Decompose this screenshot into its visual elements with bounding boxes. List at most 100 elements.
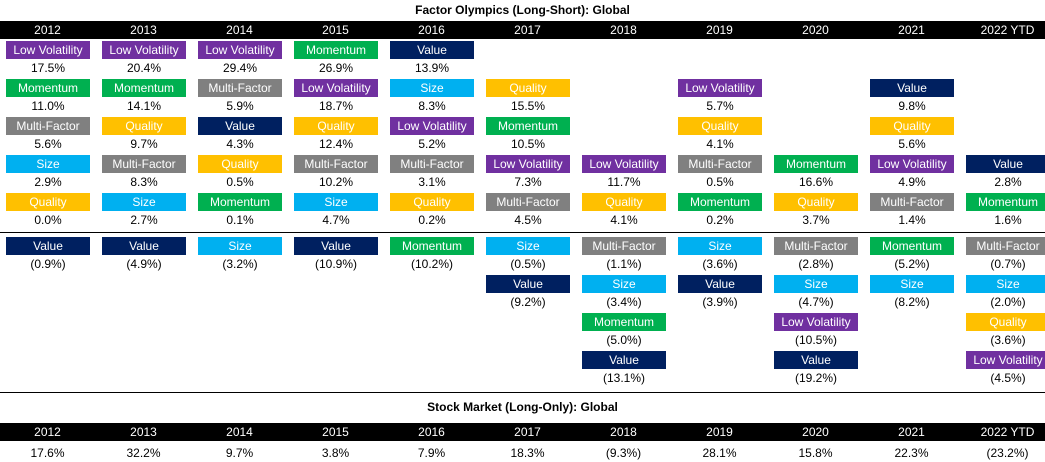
factor-label-size: Size [102,193,186,211]
market-return-2021: 22.3% [894,446,929,460]
factor-label-multi-factor: Multi-Factor [198,79,282,97]
factor-return-value: (0.7%) [990,257,1026,271]
factor-label-size: Size [390,79,474,97]
factor-return-value: (3.4%) [606,295,642,309]
factor-return-value: 4.1% [706,137,734,151]
factor-return-value: 0.5% [706,175,734,189]
factor-return-value: 0.5% [226,175,254,189]
factor-label-quality: Quality [774,193,858,211]
factor-return-value: 5.6% [34,137,62,151]
factor-return-value: 11.7% [607,175,641,189]
factor-return-value: 14.1% [126,99,162,113]
factor-label-multi-factor: Multi-Factor [582,237,666,255]
factor-label-momentum: Momentum [102,79,186,97]
factor-return-value: 4.5% [514,213,542,227]
factor-label-value: Value [390,41,474,59]
factor-label-low-volatility: Low Volatility [102,41,186,59]
year-header-2022-ytd: 2022 YTD [980,23,1035,37]
factor-return-value: (10.2%) [410,257,454,271]
market-return-2015: 3.8% [321,446,350,460]
factor-return-value: 26.9% [318,61,354,75]
market-year-header-2017: 2017 [514,425,541,439]
factor-return-value: (3.6%) [990,333,1026,347]
factor-label-quality: Quality [678,117,762,135]
factor-return-value: 16.6% [798,175,834,189]
factor-return-value: (3.2%) [222,257,258,271]
year-header-2016: 2016 [418,23,445,37]
factor-label-value: Value [294,237,378,255]
year-header-2019: 2019 [706,23,733,37]
factor-return-value: 5.6% [898,137,926,151]
factor-label-low-volatility: Low Volatility [198,41,282,59]
factor-label-momentum: Momentum [774,155,858,173]
factor-label-low-volatility: Low Volatility [486,155,570,173]
factor-label-value: Value [966,155,1045,173]
factor-return-value: 10.2% [318,175,354,189]
market-year-header-2016: 2016 [418,425,445,439]
factor-label-value: Value [582,351,666,369]
zero-line-divider [0,232,1045,233]
factor-label-size: Size [678,237,762,255]
factor-label-low-volatility: Low Volatility [774,313,858,331]
factor-return-value: (3.6%) [702,257,738,271]
market-return-2020: 15.8% [798,446,833,460]
factor-label-momentum: Momentum [582,313,666,331]
factor-label-value: Value [6,237,90,255]
factor-return-value: (4.7%) [798,295,834,309]
factor-label-momentum: Momentum [390,237,474,255]
year-header-2017: 2017 [514,23,541,37]
factor-return-value: 0.2% [418,213,446,227]
factor-label-size: Size [870,275,954,293]
factor-return-value: (2.8%) [798,257,834,271]
market-return-2019: 28.1% [702,446,737,460]
market-return-2013: 32.2% [126,446,161,460]
factor-label-low-volatility: Low Volatility [870,155,954,173]
factor-return-value: 2.7% [130,213,158,227]
factor-return-value: 3.1% [418,175,446,189]
factor-return-value: (0.5%) [510,257,546,271]
factor-return-value: 1.6% [994,213,1022,227]
factor-return-value: 0.0% [34,213,62,227]
factor-label-multi-factor: Multi-Factor [678,155,762,173]
factor-return-value: (10.5%) [794,333,838,347]
factor-label-momentum: Momentum [294,41,378,59]
factor-return-value: 3.7% [802,213,830,227]
factor-label-size: Size [486,237,570,255]
factor-return-value: 11.0% [31,99,65,113]
factor-label-multi-factor: Multi-Factor [486,193,570,211]
factor-label-size: Size [294,193,378,211]
market-year-header-2012: 2012 [34,425,61,439]
factor-label-low-volatility: Low Volatility [390,117,474,135]
factor-label-size: Size [582,275,666,293]
market-return-2016: 7.9% [417,446,446,460]
market-year-header-2014: 2014 [226,425,253,439]
factor-label-size: Size [966,275,1045,293]
factor-label-value: Value [870,79,954,97]
factor-return-value: 18.7% [318,99,354,113]
factor-return-value: 4.3% [226,137,254,151]
factor-return-value: 8.3% [418,99,446,113]
factor-return-value: (4.9%) [126,257,162,271]
factor-return-value: (1.1%) [606,257,642,271]
factor-label-value: Value [774,351,858,369]
factor-return-value: (4.5%) [990,371,1026,385]
factor-label-size: Size [198,237,282,255]
factor-label-momentum: Momentum [870,237,954,255]
factor-label-multi-factor: Multi-Factor [294,155,378,173]
factor-return-value: 4.1% [610,213,638,227]
factor-return-value: 0.2% [706,213,734,227]
factor-return-value: (13.1%) [602,371,646,385]
factor-label-multi-factor: Multi-Factor [6,117,90,135]
factor-olympics-title: Factor Olympics (Long-Short): Global [415,3,630,17]
factor-label-low-volatility: Low Volatility [6,41,90,59]
factor-return-value: (19.2%) [794,371,838,385]
factor-return-value: (5.2%) [894,257,930,271]
factor-return-value: 5.2% [418,137,446,151]
factor-return-value: 1.4% [898,213,926,227]
factor-return-value: (8.2%) [894,295,930,309]
factor-label-low-volatility: Low Volatility [294,79,378,97]
factor-label-quality: Quality [486,79,570,97]
factor-label-low-volatility: Low Volatility [582,155,666,173]
factor-return-value: 7.3% [514,175,542,189]
year-header-2021: 2021 [898,23,925,37]
